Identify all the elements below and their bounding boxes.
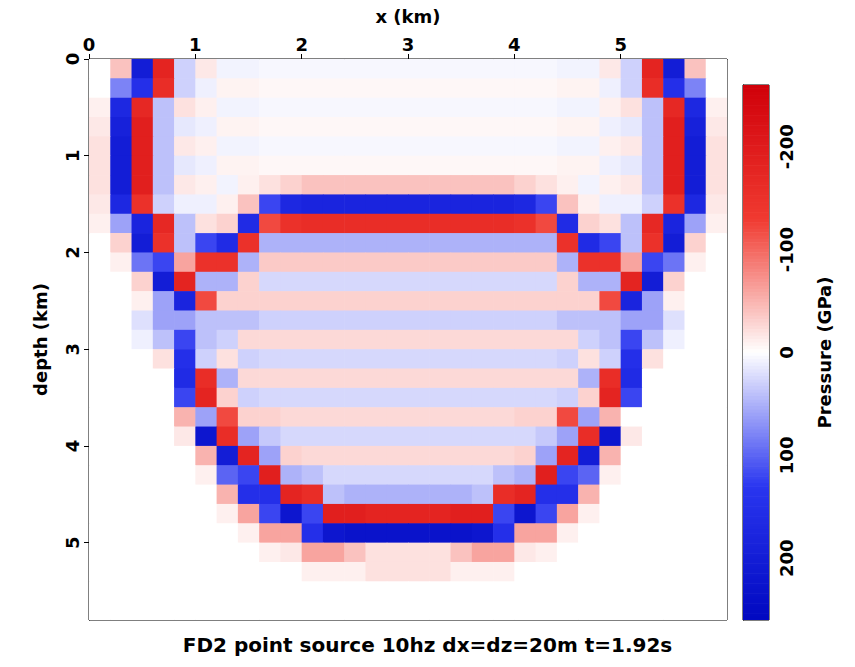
- svg-text:2: 2: [295, 34, 308, 55]
- svg-text:FD2 point source 10hz dx=dz=20: FD2 point source 10hz dx=dz=20m t=1.92s: [183, 633, 673, 657]
- svg-text:5: 5: [614, 34, 627, 55]
- svg-text:100: 100: [776, 437, 797, 475]
- svg-text:4: 4: [508, 34, 521, 55]
- svg-text:1: 1: [189, 34, 202, 55]
- svg-text:0: 0: [83, 34, 96, 55]
- svg-text:x (km): x (km): [375, 6, 440, 27]
- svg-text:0: 0: [62, 53, 83, 66]
- svg-text:-100: -100: [776, 227, 797, 272]
- svg-text:2: 2: [62, 246, 83, 259]
- svg-text:200: 200: [776, 539, 797, 577]
- svg-text:depth (km): depth (km): [30, 283, 51, 396]
- svg-text:4: 4: [62, 440, 83, 453]
- svg-text:1: 1: [62, 149, 83, 162]
- svg-text:0: 0: [776, 346, 797, 359]
- svg-text:-200: -200: [776, 124, 797, 169]
- svg-text:Pressure (GPa): Pressure (GPa): [814, 277, 835, 429]
- svg-text:5: 5: [62, 536, 83, 549]
- svg-text:3: 3: [62, 343, 83, 356]
- svg-text:3: 3: [402, 34, 415, 55]
